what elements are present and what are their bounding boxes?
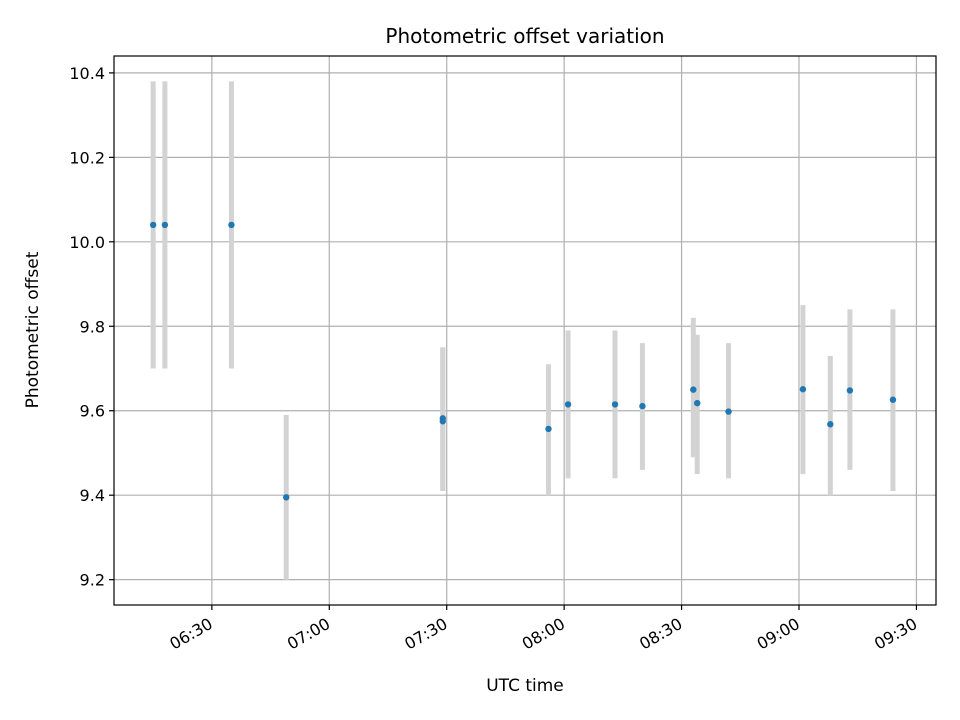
data-point	[439, 418, 446, 425]
data-point	[725, 408, 732, 415]
data-point	[564, 401, 572, 408]
data-points	[149, 221, 897, 501]
data-point	[228, 221, 235, 229]
data-point	[827, 421, 834, 428]
data-point	[545, 425, 552, 433]
y-tick-label: 9.4	[80, 486, 105, 505]
y-axis-ticks: 9.2 9.4 9.6 9.8 10.0 10.2 10.4	[69, 64, 114, 590]
data-point	[889, 396, 897, 403]
y-tick-label: 9.6	[80, 402, 105, 421]
y-axis-label: Photometric offset	[23, 251, 43, 408]
y-tick-label: 9.8	[80, 317, 105, 336]
data-point	[611, 401, 619, 408]
y-tick-label: 9.2	[80, 571, 105, 590]
y-tick-label: 10.0	[69, 233, 105, 252]
data-point	[283, 494, 290, 501]
y-tick-label: 10.4	[69, 64, 105, 83]
x-axis-label: UTC time	[486, 676, 564, 696]
plot-frame	[113, 55, 937, 606]
data-point	[639, 402, 646, 410]
y-tick-label: 10.2	[69, 148, 105, 167]
data-point	[149, 221, 157, 229]
data-point	[694, 399, 701, 407]
data-point	[161, 221, 169, 229]
grid	[114, 56, 936, 605]
data-point	[690, 386, 697, 393]
data-point	[799, 386, 807, 393]
chart-title: Photometric offset variation	[385, 24, 664, 48]
data-point	[846, 387, 854, 394]
